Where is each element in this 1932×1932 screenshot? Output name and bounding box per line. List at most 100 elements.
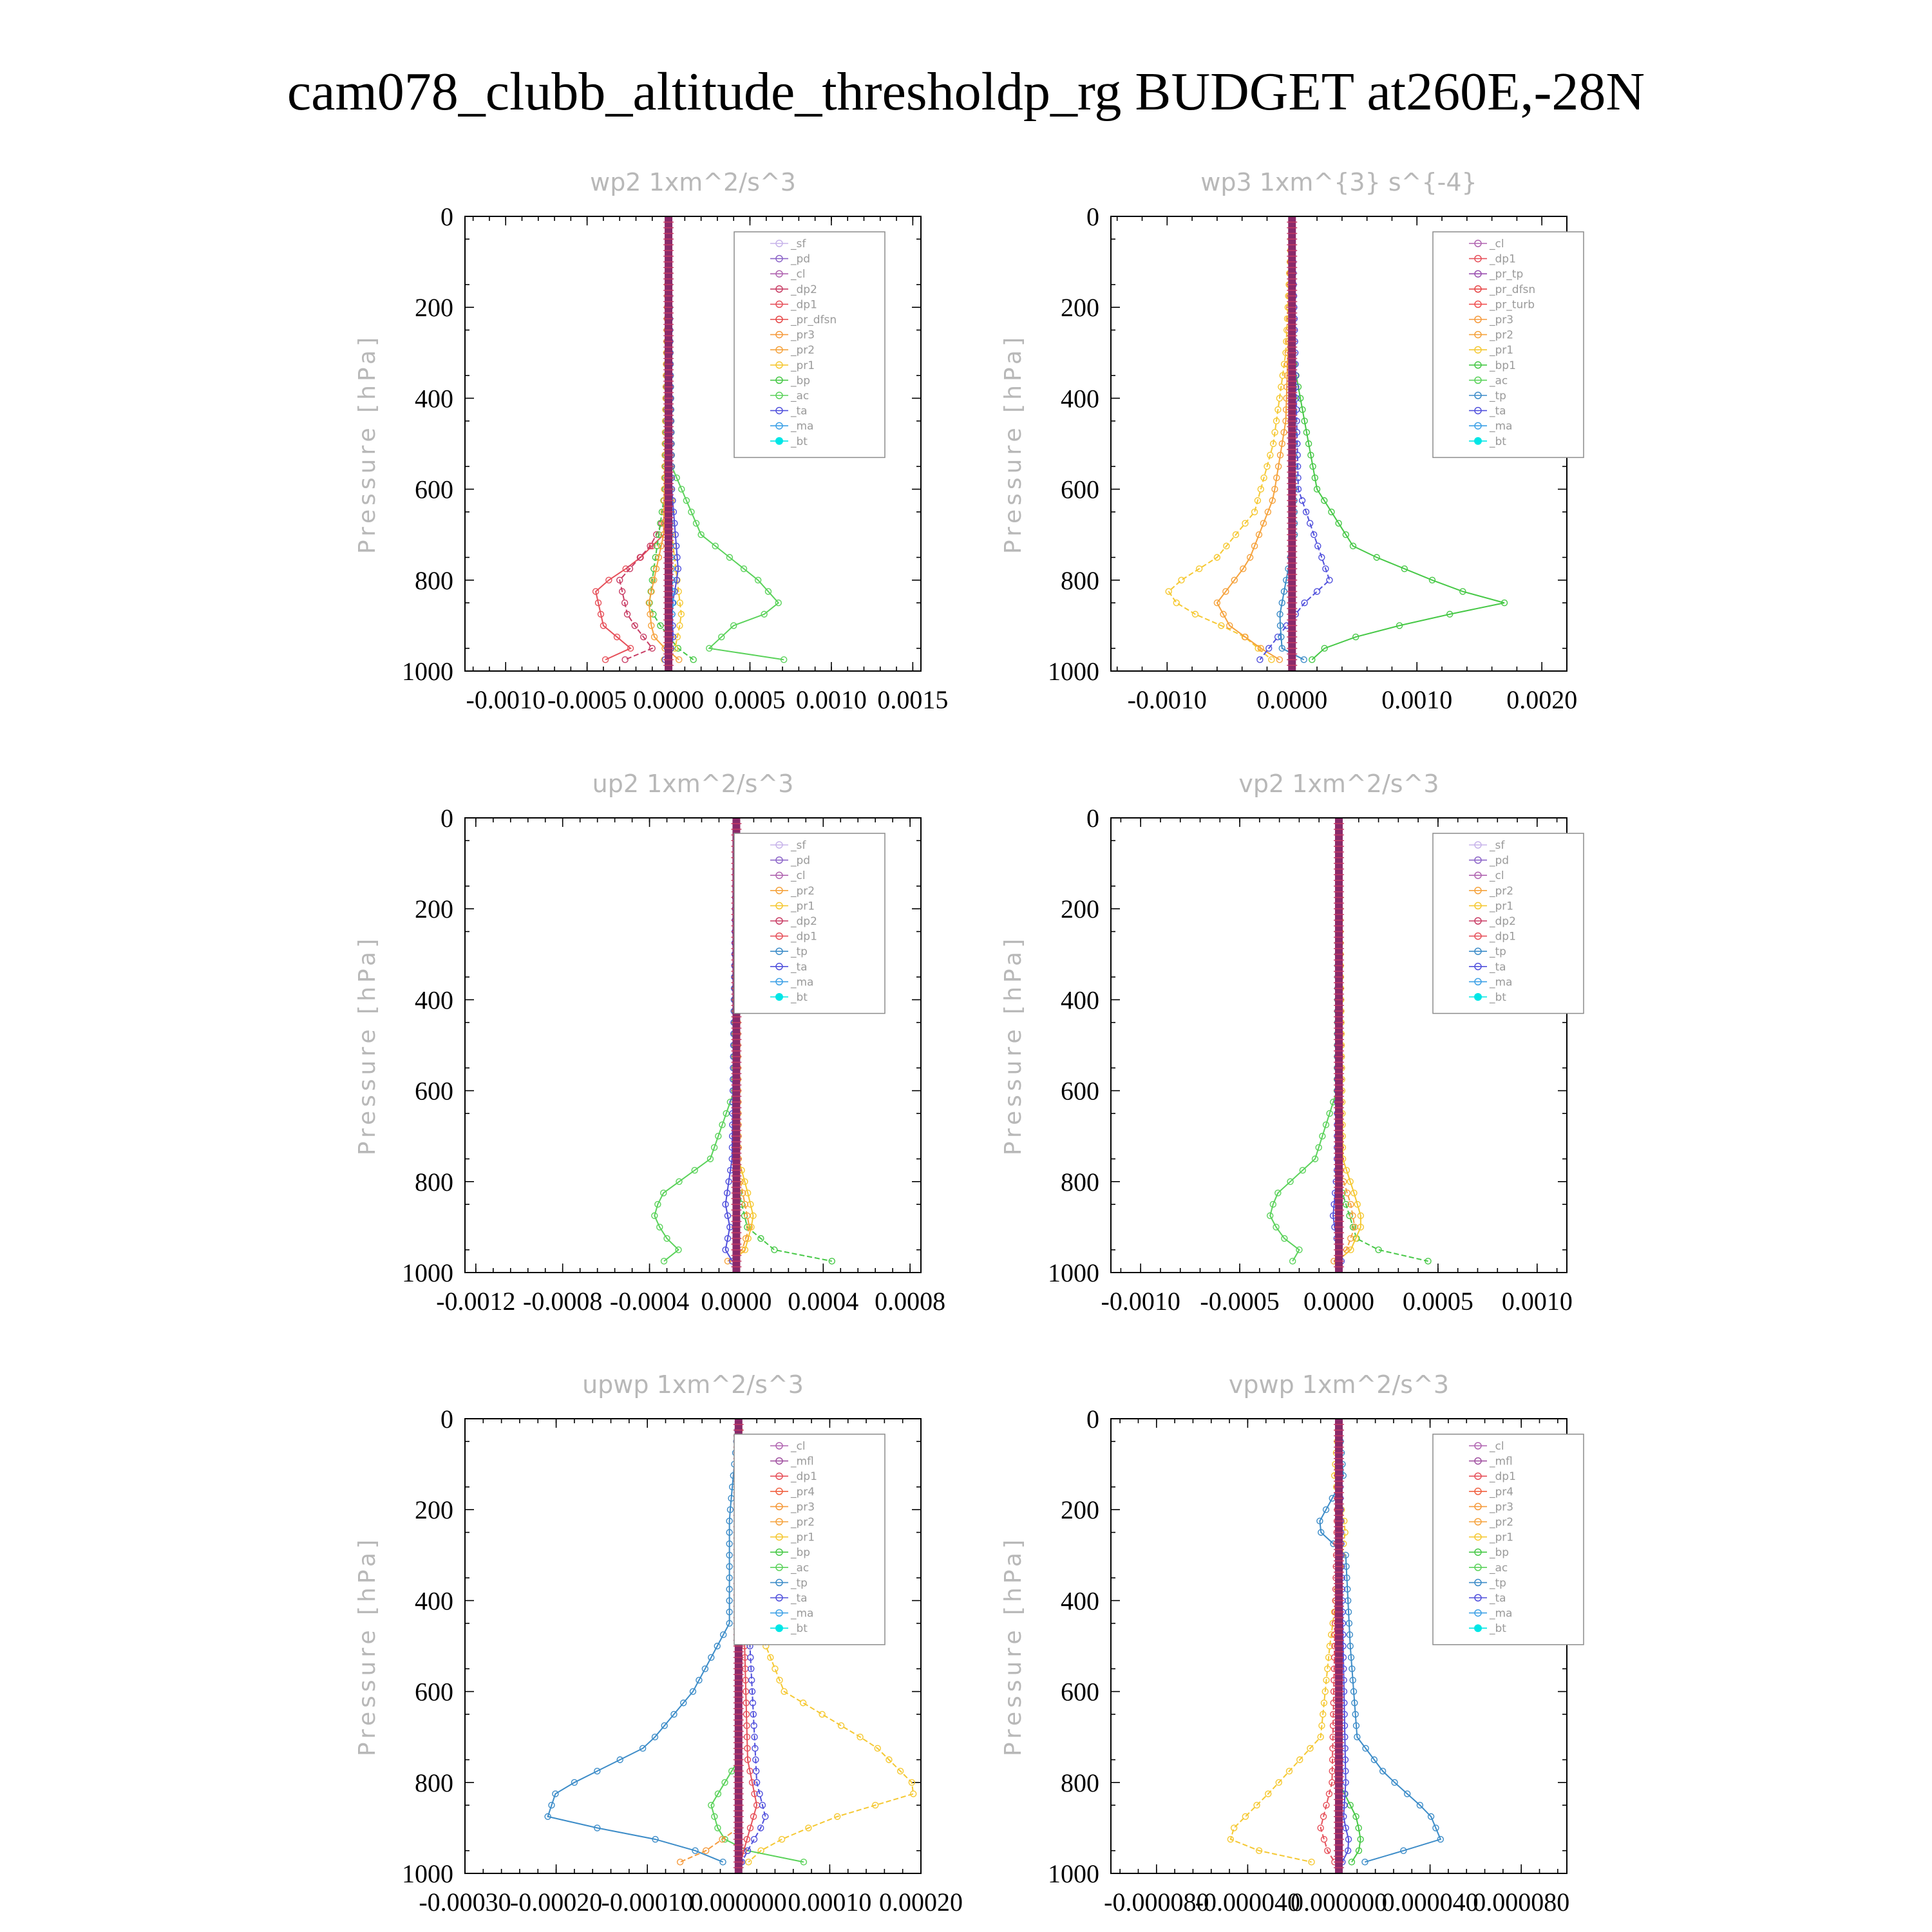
data-point bbox=[724, 1258, 732, 1265]
data-point bbox=[1285, 1767, 1293, 1775]
data-point bbox=[759, 1801, 766, 1809]
legend-item: _tp bbox=[1469, 1577, 1506, 1589]
data-point bbox=[1253, 1801, 1260, 1809]
y-tick-label: 0 bbox=[1086, 202, 1099, 231]
panels-group: wp2 1xm^2/s^3 Pressure [hPa] 0 200 400 600 800… bbox=[354, 168, 1584, 1917]
y-axis-label: Pressure [hPa] bbox=[1000, 334, 1027, 554]
legend-item: _dp1 bbox=[1469, 253, 1516, 266]
series-line bbox=[619, 216, 670, 661]
data-point bbox=[1400, 1847, 1407, 1854]
legend-box bbox=[734, 1434, 886, 1645]
y-tick-label: 1000 bbox=[1048, 657, 1099, 686]
legend-item: _pr2 bbox=[770, 1516, 815, 1529]
data-point bbox=[655, 531, 663, 538]
legend-label: _pr1 bbox=[1489, 344, 1513, 357]
y-tick-label: 400 bbox=[1061, 384, 1099, 413]
data-point bbox=[749, 1700, 757, 1707]
data-point bbox=[1355, 1847, 1363, 1854]
legend-label: _sf bbox=[1489, 839, 1505, 852]
data-point bbox=[1320, 1835, 1328, 1843]
x-tick-label: 0.000080 bbox=[1473, 1888, 1569, 1917]
data-point bbox=[696, 1676, 703, 1684]
data-point bbox=[636, 554, 644, 561]
legend-item: _pr1 bbox=[770, 900, 815, 913]
data-point bbox=[724, 1235, 732, 1242]
y-tick-label: 200 bbox=[415, 293, 453, 322]
data-point bbox=[1350, 1688, 1358, 1695]
panel-title: vp2 1xm^2/s^3 bbox=[1238, 770, 1439, 798]
data-point bbox=[1370, 1756, 1378, 1763]
panel-title: wp3 1xm^{3} s^{-4} bbox=[1200, 168, 1477, 196]
legend-label: _ac bbox=[1489, 1562, 1508, 1575]
data-point bbox=[621, 599, 629, 607]
y-tick-label: 200 bbox=[1061, 293, 1099, 322]
legend-item: _ac bbox=[770, 390, 809, 402]
legend-label: _pr_dfsn bbox=[790, 314, 837, 327]
data-point bbox=[1230, 1824, 1238, 1832]
data-point bbox=[1322, 1121, 1330, 1128]
y-tick-label: 400 bbox=[1061, 985, 1099, 1014]
data-point bbox=[753, 1767, 760, 1775]
legend-label: _dp1 bbox=[1489, 1470, 1516, 1483]
data-point bbox=[750, 1835, 758, 1843]
data-point bbox=[746, 1824, 754, 1832]
data-point bbox=[1319, 1132, 1326, 1140]
data-point bbox=[1323, 1801, 1330, 1809]
legend-marker bbox=[1474, 1457, 1482, 1465]
data-point bbox=[1273, 474, 1280, 482]
legend-item: _dp2 bbox=[1469, 915, 1516, 928]
data-point bbox=[721, 1779, 728, 1786]
x-tick-label: -0.00030 bbox=[419, 1888, 511, 1917]
data-point bbox=[805, 1824, 812, 1832]
legend-item: _tp bbox=[1469, 390, 1506, 402]
data-point bbox=[751, 1790, 758, 1797]
data-point bbox=[1501, 599, 1508, 607]
data-point bbox=[1227, 1835, 1235, 1843]
y-tick-label: 200 bbox=[415, 1495, 453, 1524]
data-point bbox=[744, 1212, 751, 1219]
data-point bbox=[1301, 417, 1308, 424]
legend-item: _pr_dfsn bbox=[770, 314, 837, 327]
data-point bbox=[781, 1688, 788, 1695]
legend: _cl _mfl _dp1 _pr4 _pr3 _pr2 _pr1 _bp _ac _tp _ta _… bbox=[734, 1434, 886, 1645]
legend-item: _pr1 bbox=[1469, 344, 1513, 357]
legend-label: _pr2 bbox=[790, 885, 815, 898]
data-point bbox=[571, 1779, 578, 1786]
legend-label: _ac bbox=[790, 390, 809, 402]
x-tick-label: -0.000080 bbox=[1104, 1888, 1209, 1917]
data-point bbox=[1226, 622, 1233, 629]
data-point bbox=[1213, 554, 1221, 561]
data-point bbox=[726, 1597, 733, 1604]
data-point bbox=[676, 622, 683, 629]
data-point bbox=[616, 1756, 623, 1763]
y-axis-label: Pressure [hPa] bbox=[1000, 1536, 1027, 1756]
y-tick-label: 1000 bbox=[402, 1859, 453, 1888]
data-point bbox=[640, 633, 647, 641]
data-point bbox=[1344, 1586, 1351, 1593]
legend-marker bbox=[775, 978, 783, 986]
data-point bbox=[722, 1200, 729, 1208]
data-point bbox=[1446, 611, 1454, 618]
data-point bbox=[592, 588, 600, 595]
legend-label: _mfl bbox=[790, 1455, 814, 1468]
legend-item: _bp bbox=[1469, 1546, 1509, 1559]
plot-area bbox=[1227, 1419, 1444, 1873]
data-point bbox=[764, 588, 772, 595]
x-tick-label: 0.0010 bbox=[1502, 1287, 1573, 1316]
data-point bbox=[1269, 497, 1276, 504]
data-point bbox=[691, 1166, 698, 1174]
y-tick-label: 800 bbox=[415, 566, 453, 595]
data-point bbox=[1326, 576, 1333, 583]
x-tick-label: 0.0010 bbox=[796, 685, 867, 714]
x-tick-label: 0.0005 bbox=[1403, 1287, 1473, 1316]
legend-item: _ta bbox=[1469, 1592, 1506, 1605]
data-point bbox=[1242, 633, 1249, 641]
x-tick-label: -0.0010 bbox=[466, 685, 545, 714]
data-point bbox=[1276, 451, 1284, 459]
data-point bbox=[1324, 1847, 1331, 1854]
legend-marker bbox=[1474, 240, 1482, 247]
data-point bbox=[1352, 1710, 1359, 1718]
legend-marker bbox=[1474, 270, 1482, 278]
legend-item: _pr4 bbox=[1469, 1486, 1513, 1499]
legend-item: _pr1 bbox=[1469, 900, 1513, 913]
